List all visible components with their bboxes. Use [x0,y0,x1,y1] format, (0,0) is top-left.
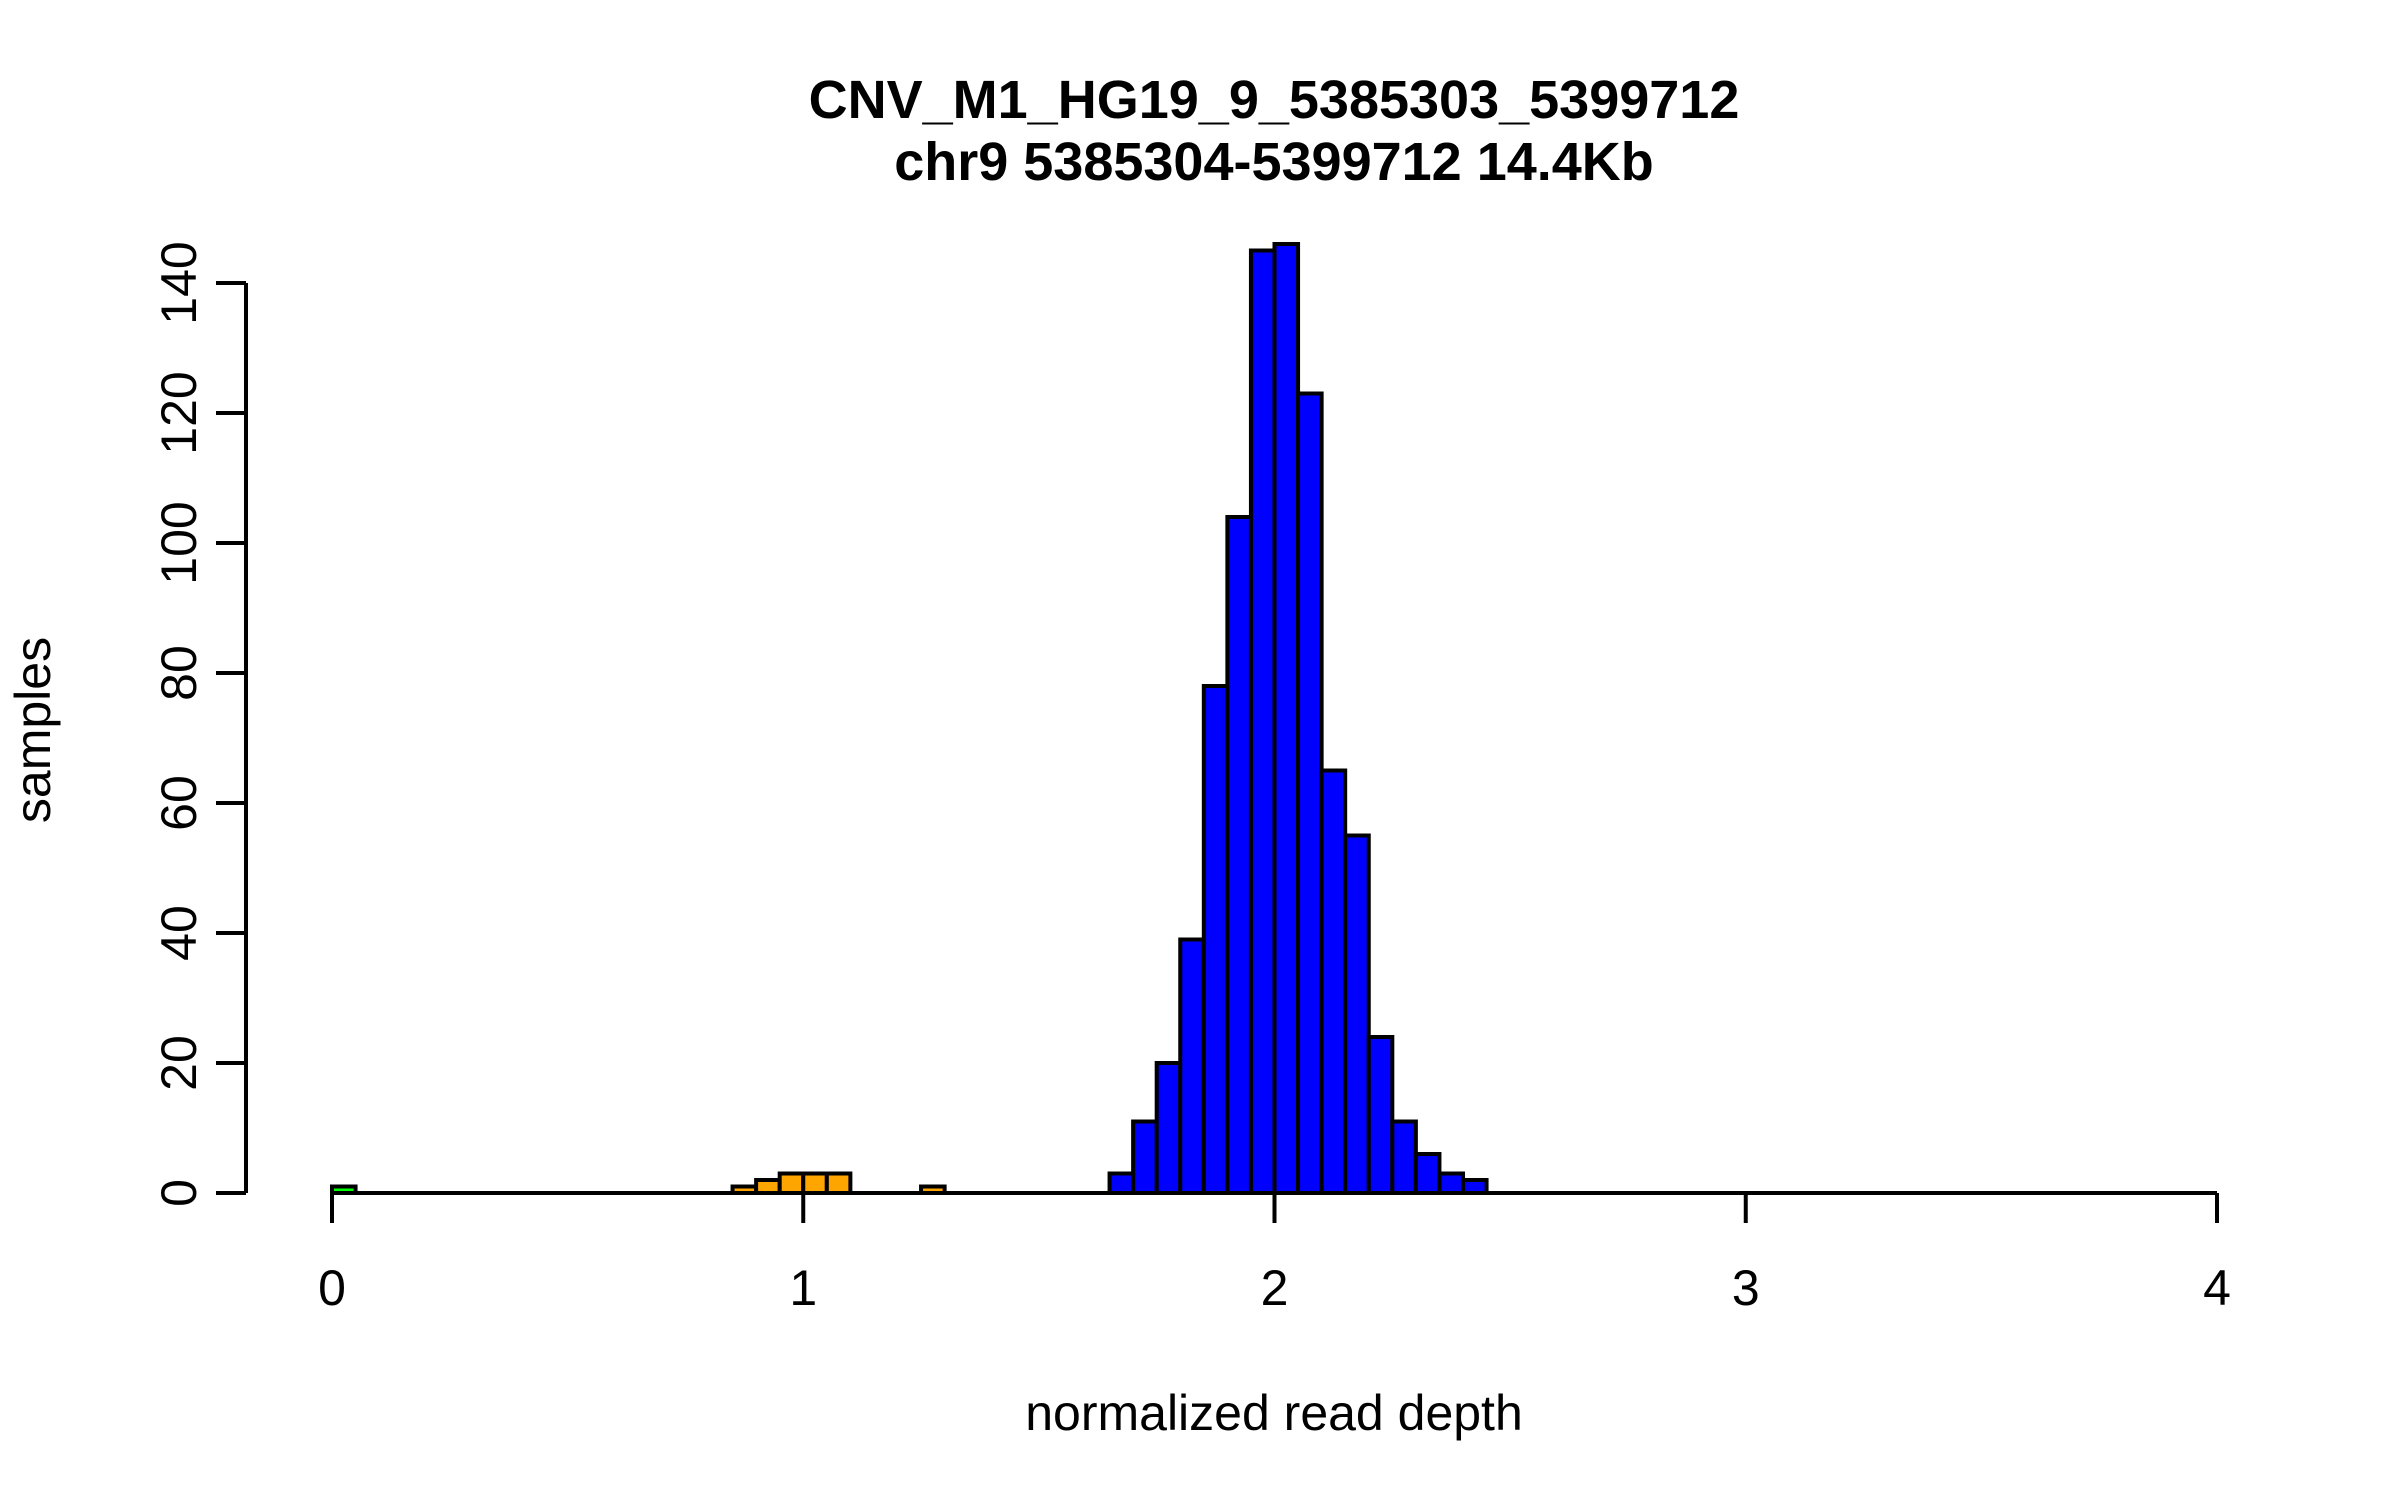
histogram-bar [1201,684,1230,1195]
histogram-bar [777,1171,806,1195]
histogram-bar [824,1171,853,1195]
histogram-bar [1178,937,1206,1195]
histogram-bar [1248,248,1277,1195]
y-tick-label: 140 [151,241,207,324]
histogram-bar [1437,1171,1465,1195]
y-tick-label: 60 [151,775,207,831]
histogram-bar [1107,1171,1136,1195]
histogram-bars [330,242,1489,1195]
chart-subtitle: chr9 5385304-5399712 14.4Kb [894,132,1654,192]
y-tick-label: 120 [151,371,207,454]
histogram-bar [730,1184,759,1195]
y-tick-label: 0 [151,1179,207,1207]
y-tick-label: 20 [151,1035,207,1091]
x-tick-label: 2 [1261,1260,1289,1316]
histogram-bar [1272,242,1301,1195]
histogram-bar [1343,833,1371,1195]
y-tick-label: 80 [151,645,207,701]
y-axis-title: samples [5,637,61,823]
x-tick-label: 3 [1732,1260,1760,1316]
histogram-bar [1154,1061,1183,1195]
histogram-bar [1131,1119,1159,1195]
chart-title: CNV_M1_HG19_9_5385303_5399712 [809,70,1740,130]
histogram-bar [1296,391,1324,1195]
histogram-bar [1366,1035,1395,1195]
histogram-bar [754,1178,782,1195]
x-tick-label: 1 [789,1260,817,1316]
x-axis-title: normalized read depth [1025,1385,1523,1441]
y-tick-label: 40 [151,905,207,961]
histogram-bar [1225,515,1253,1195]
histogram-bar [1390,1119,1418,1195]
histogram-bar [1413,1152,1442,1195]
y-tick-label: 100 [151,501,207,584]
x-tick-label: 4 [2203,1260,2231,1316]
histogram-bar [801,1171,829,1195]
histogram-bar [919,1184,947,1195]
histogram-bar [330,1184,358,1195]
x-tick-label: 0 [318,1260,346,1316]
histogram-bar [1319,768,1348,1195]
histogram-bar [1461,1178,1489,1195]
